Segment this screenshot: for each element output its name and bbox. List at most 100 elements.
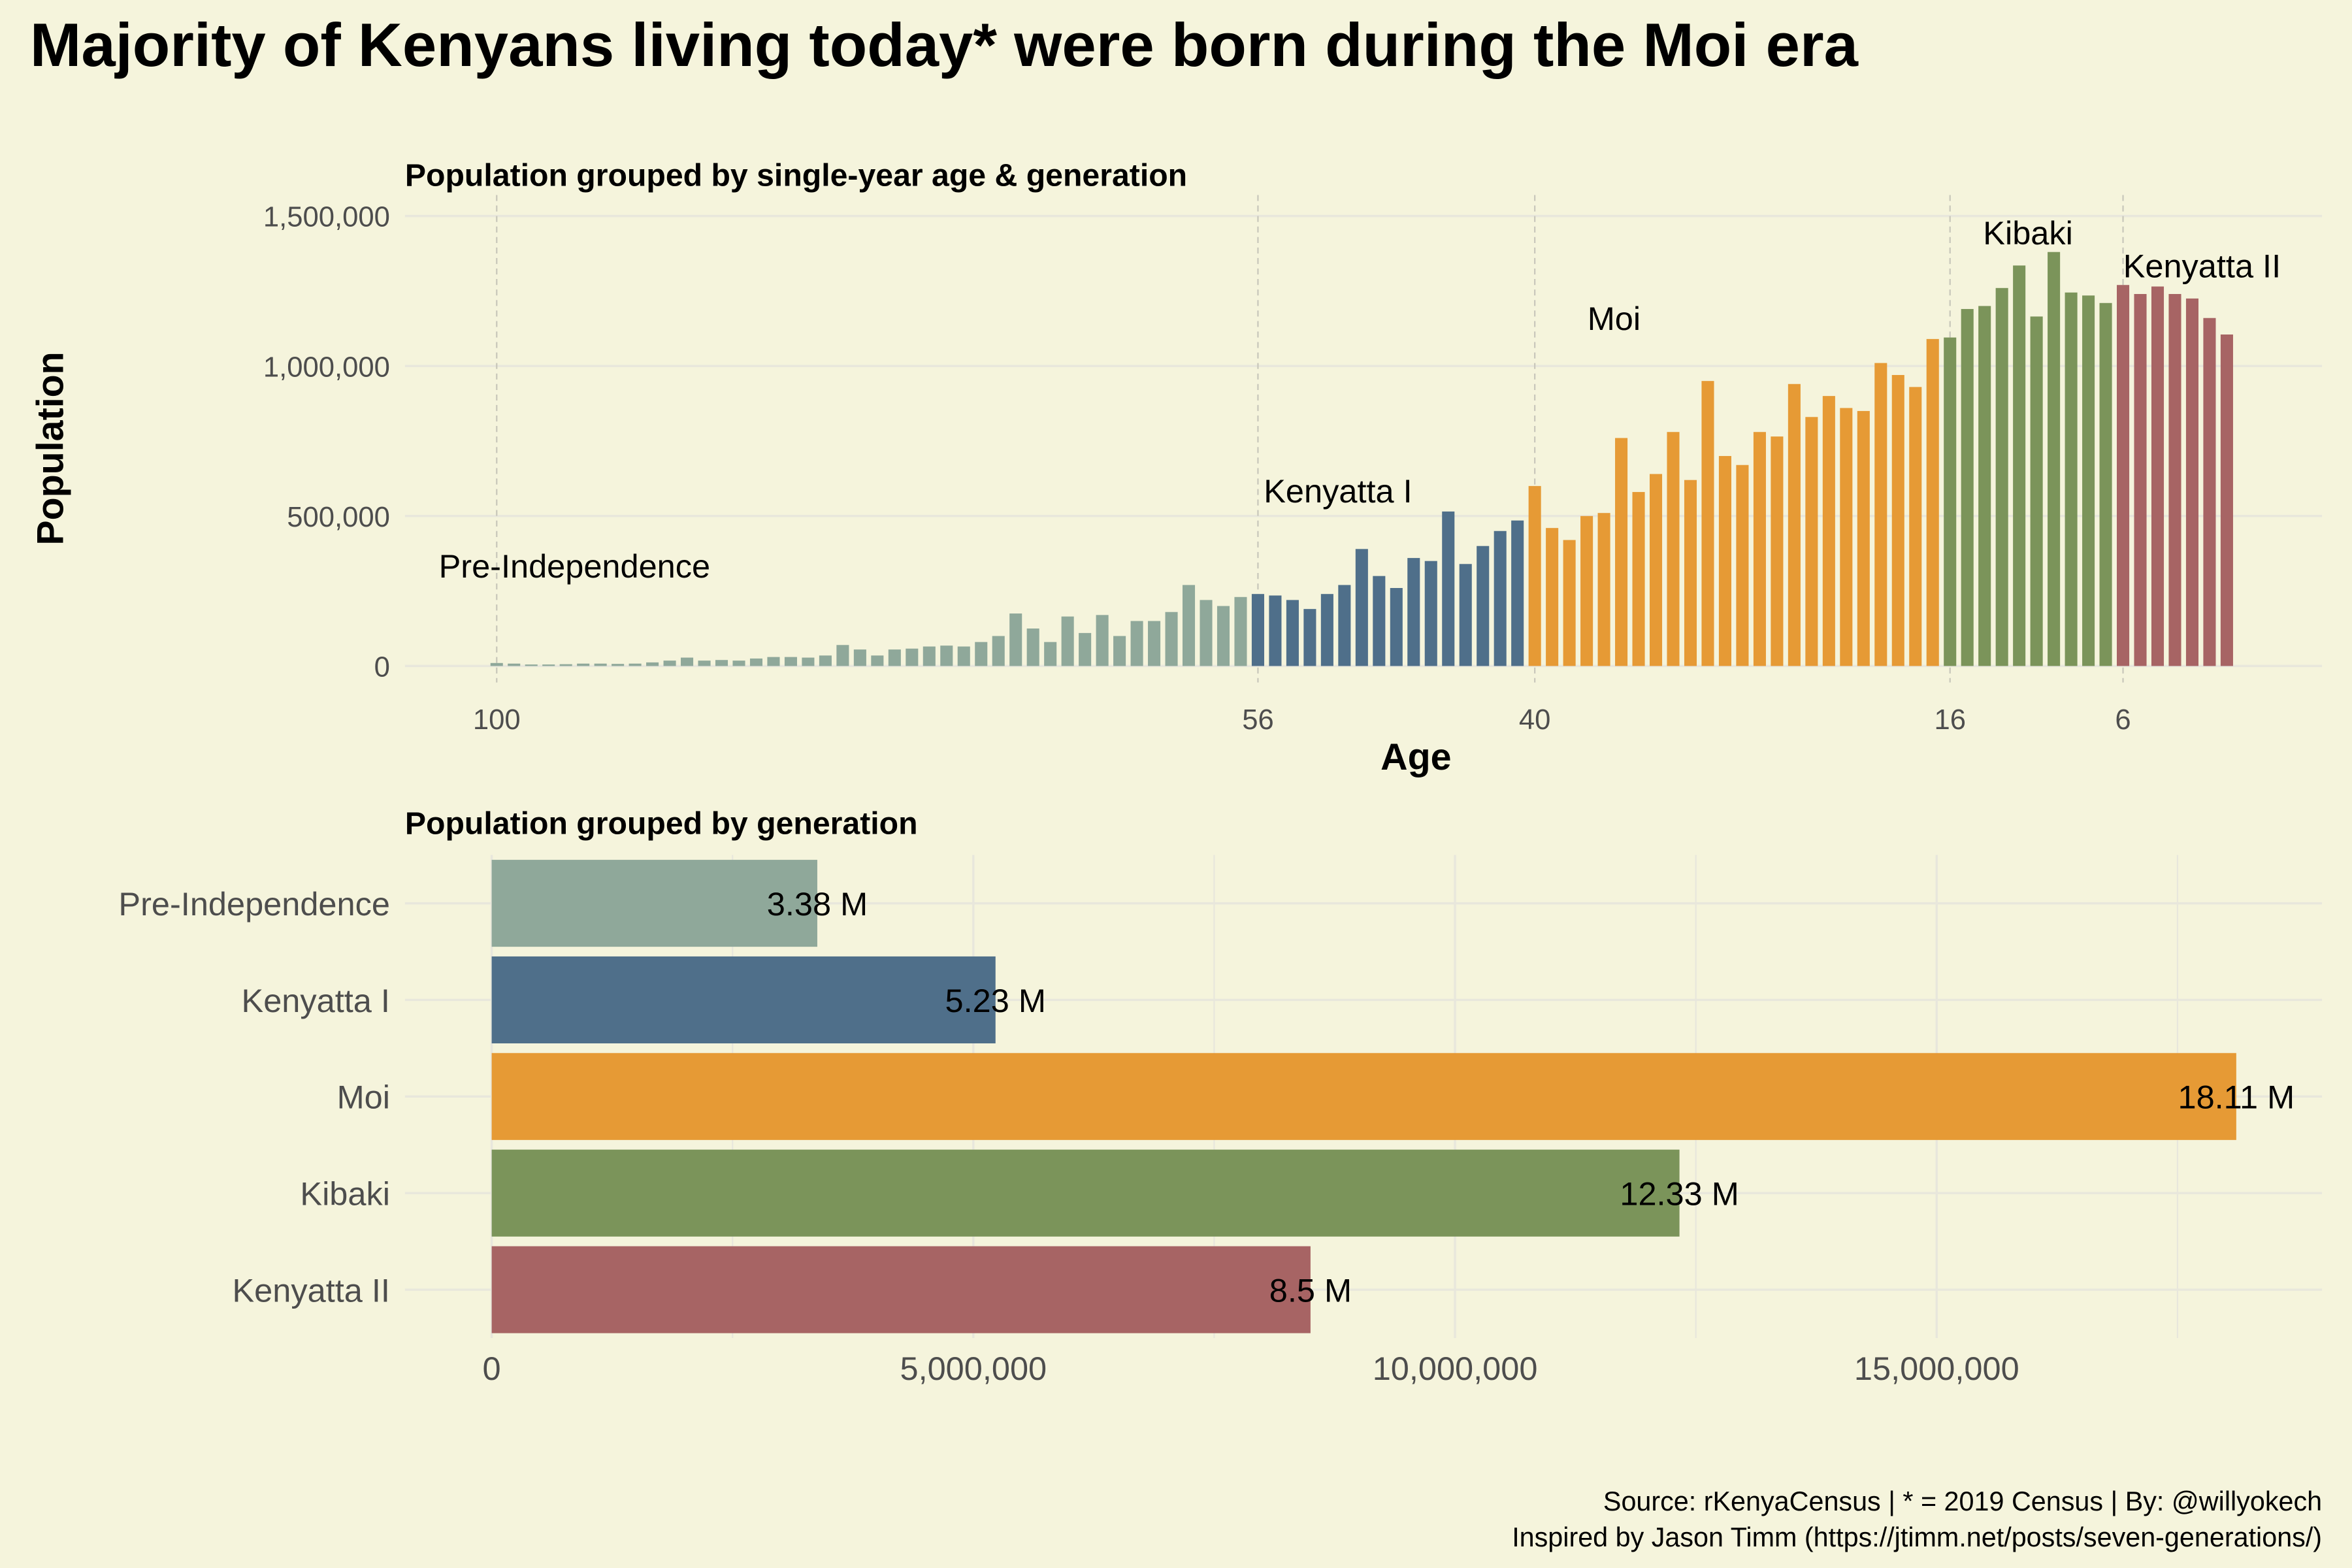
generation-label: Kibaki bbox=[1983, 214, 2073, 252]
bar bbox=[2048, 252, 2061, 666]
x-tick-label: 10,000,000 bbox=[1373, 1350, 1538, 1387]
bar bbox=[1217, 606, 1230, 666]
bar bbox=[1667, 432, 1680, 666]
y-axis-title: Population bbox=[29, 351, 71, 545]
bar bbox=[1009, 613, 1022, 666]
bar bbox=[1771, 436, 1784, 666]
bar bbox=[871, 655, 884, 666]
bar bbox=[1251, 594, 1264, 666]
data-label: 12.33 M bbox=[1620, 1175, 1739, 1213]
bar bbox=[2168, 294, 2181, 666]
generation-label: Pre-Independence bbox=[439, 547, 711, 585]
bar bbox=[957, 646, 970, 666]
bar bbox=[663, 661, 676, 666]
x-tick-label: 56 bbox=[1242, 704, 1274, 736]
bar bbox=[1373, 576, 1386, 666]
bar bbox=[1303, 609, 1316, 666]
bar bbox=[491, 860, 817, 947]
bar bbox=[836, 645, 849, 666]
bar bbox=[888, 649, 901, 666]
bar bbox=[698, 661, 711, 666]
bar bbox=[1459, 564, 1472, 666]
bar bbox=[1528, 485, 1541, 666]
bar bbox=[594, 663, 607, 666]
bar bbox=[749, 658, 763, 666]
bar bbox=[2030, 316, 2043, 666]
bar bbox=[1079, 632, 1092, 666]
bar bbox=[2220, 334, 2233, 666]
data-label: 5.23 M bbox=[945, 982, 1046, 1019]
bar bbox=[853, 649, 866, 666]
x-tick-label: 5,000,000 bbox=[900, 1350, 1047, 1387]
bar bbox=[1390, 588, 1403, 666]
y-tick-label: Kenyatta I bbox=[242, 982, 390, 1019]
bar bbox=[1909, 387, 1922, 666]
bar bbox=[1338, 585, 1351, 666]
bar bbox=[1269, 595, 1282, 666]
bar bbox=[975, 642, 988, 666]
bar bbox=[1494, 531, 1507, 666]
bar bbox=[491, 1246, 1311, 1333]
bar bbox=[1130, 621, 1143, 666]
x-tick-label: 16 bbox=[1934, 704, 1966, 736]
bar bbox=[1840, 408, 1853, 666]
generation-label: Moi bbox=[1588, 300, 1641, 337]
x-tick-label: 100 bbox=[473, 704, 521, 736]
x-tick-label: 15,000,000 bbox=[1854, 1350, 2019, 1387]
bar bbox=[940, 645, 953, 666]
bar bbox=[646, 662, 659, 666]
bar bbox=[992, 636, 1005, 666]
generation-label: Kenyatta I bbox=[1264, 472, 1412, 510]
y-tick-label: Kibaki bbox=[300, 1175, 390, 1213]
bar bbox=[1182, 585, 1196, 666]
bar bbox=[1701, 381, 1714, 666]
y-tick-label: 0 bbox=[374, 651, 390, 683]
bar bbox=[542, 664, 555, 666]
y-tick-label: 500,000 bbox=[287, 502, 390, 533]
bar bbox=[491, 1053, 2236, 1140]
bar bbox=[2082, 295, 2095, 666]
bar bbox=[2013, 265, 2026, 666]
bar bbox=[1857, 411, 1870, 666]
y-tick-label: Moi bbox=[337, 1079, 390, 1116]
bar bbox=[1632, 492, 1645, 666]
bar bbox=[1822, 396, 1835, 666]
bar bbox=[1961, 308, 1974, 666]
bar bbox=[2134, 294, 2147, 666]
bar bbox=[1891, 374, 1904, 666]
data-label: 8.5 M bbox=[1269, 1271, 1352, 1309]
panel-title: Population grouped by single-year age & … bbox=[405, 158, 1187, 193]
bar bbox=[1286, 600, 1299, 666]
bar bbox=[819, 655, 832, 666]
x-tick-label: 40 bbox=[1519, 704, 1551, 736]
bar bbox=[491, 1149, 1680, 1237]
bar bbox=[1753, 432, 1766, 666]
y-tick-label: Kenyatta II bbox=[233, 1271, 390, 1309]
bar bbox=[612, 664, 625, 666]
bar bbox=[1805, 417, 1818, 666]
bar bbox=[1096, 615, 1109, 666]
bar bbox=[1874, 363, 1887, 666]
bar bbox=[715, 660, 728, 666]
bar bbox=[1649, 474, 1663, 666]
bar bbox=[559, 664, 572, 666]
bar bbox=[1165, 612, 1178, 666]
generation-label: Kenyatta II bbox=[2123, 248, 2281, 285]
caption: Inspired by Jason Timm (https://jtimm.ne… bbox=[1512, 1522, 2322, 1552]
x-tick-label: 0 bbox=[483, 1350, 501, 1387]
bar bbox=[491, 956, 996, 1043]
bar bbox=[1597, 513, 1610, 666]
bar bbox=[1407, 558, 1420, 666]
bar bbox=[2065, 292, 2078, 666]
bar bbox=[1511, 520, 1524, 666]
bar bbox=[1148, 621, 1161, 666]
bar bbox=[1788, 384, 1801, 666]
bar bbox=[1113, 636, 1126, 666]
bar bbox=[802, 657, 815, 666]
x-axis-title: Age bbox=[1380, 736, 1451, 778]
bar bbox=[1026, 628, 1039, 666]
bar bbox=[1320, 594, 1333, 666]
y-tick-label: 1,500,000 bbox=[263, 202, 390, 233]
